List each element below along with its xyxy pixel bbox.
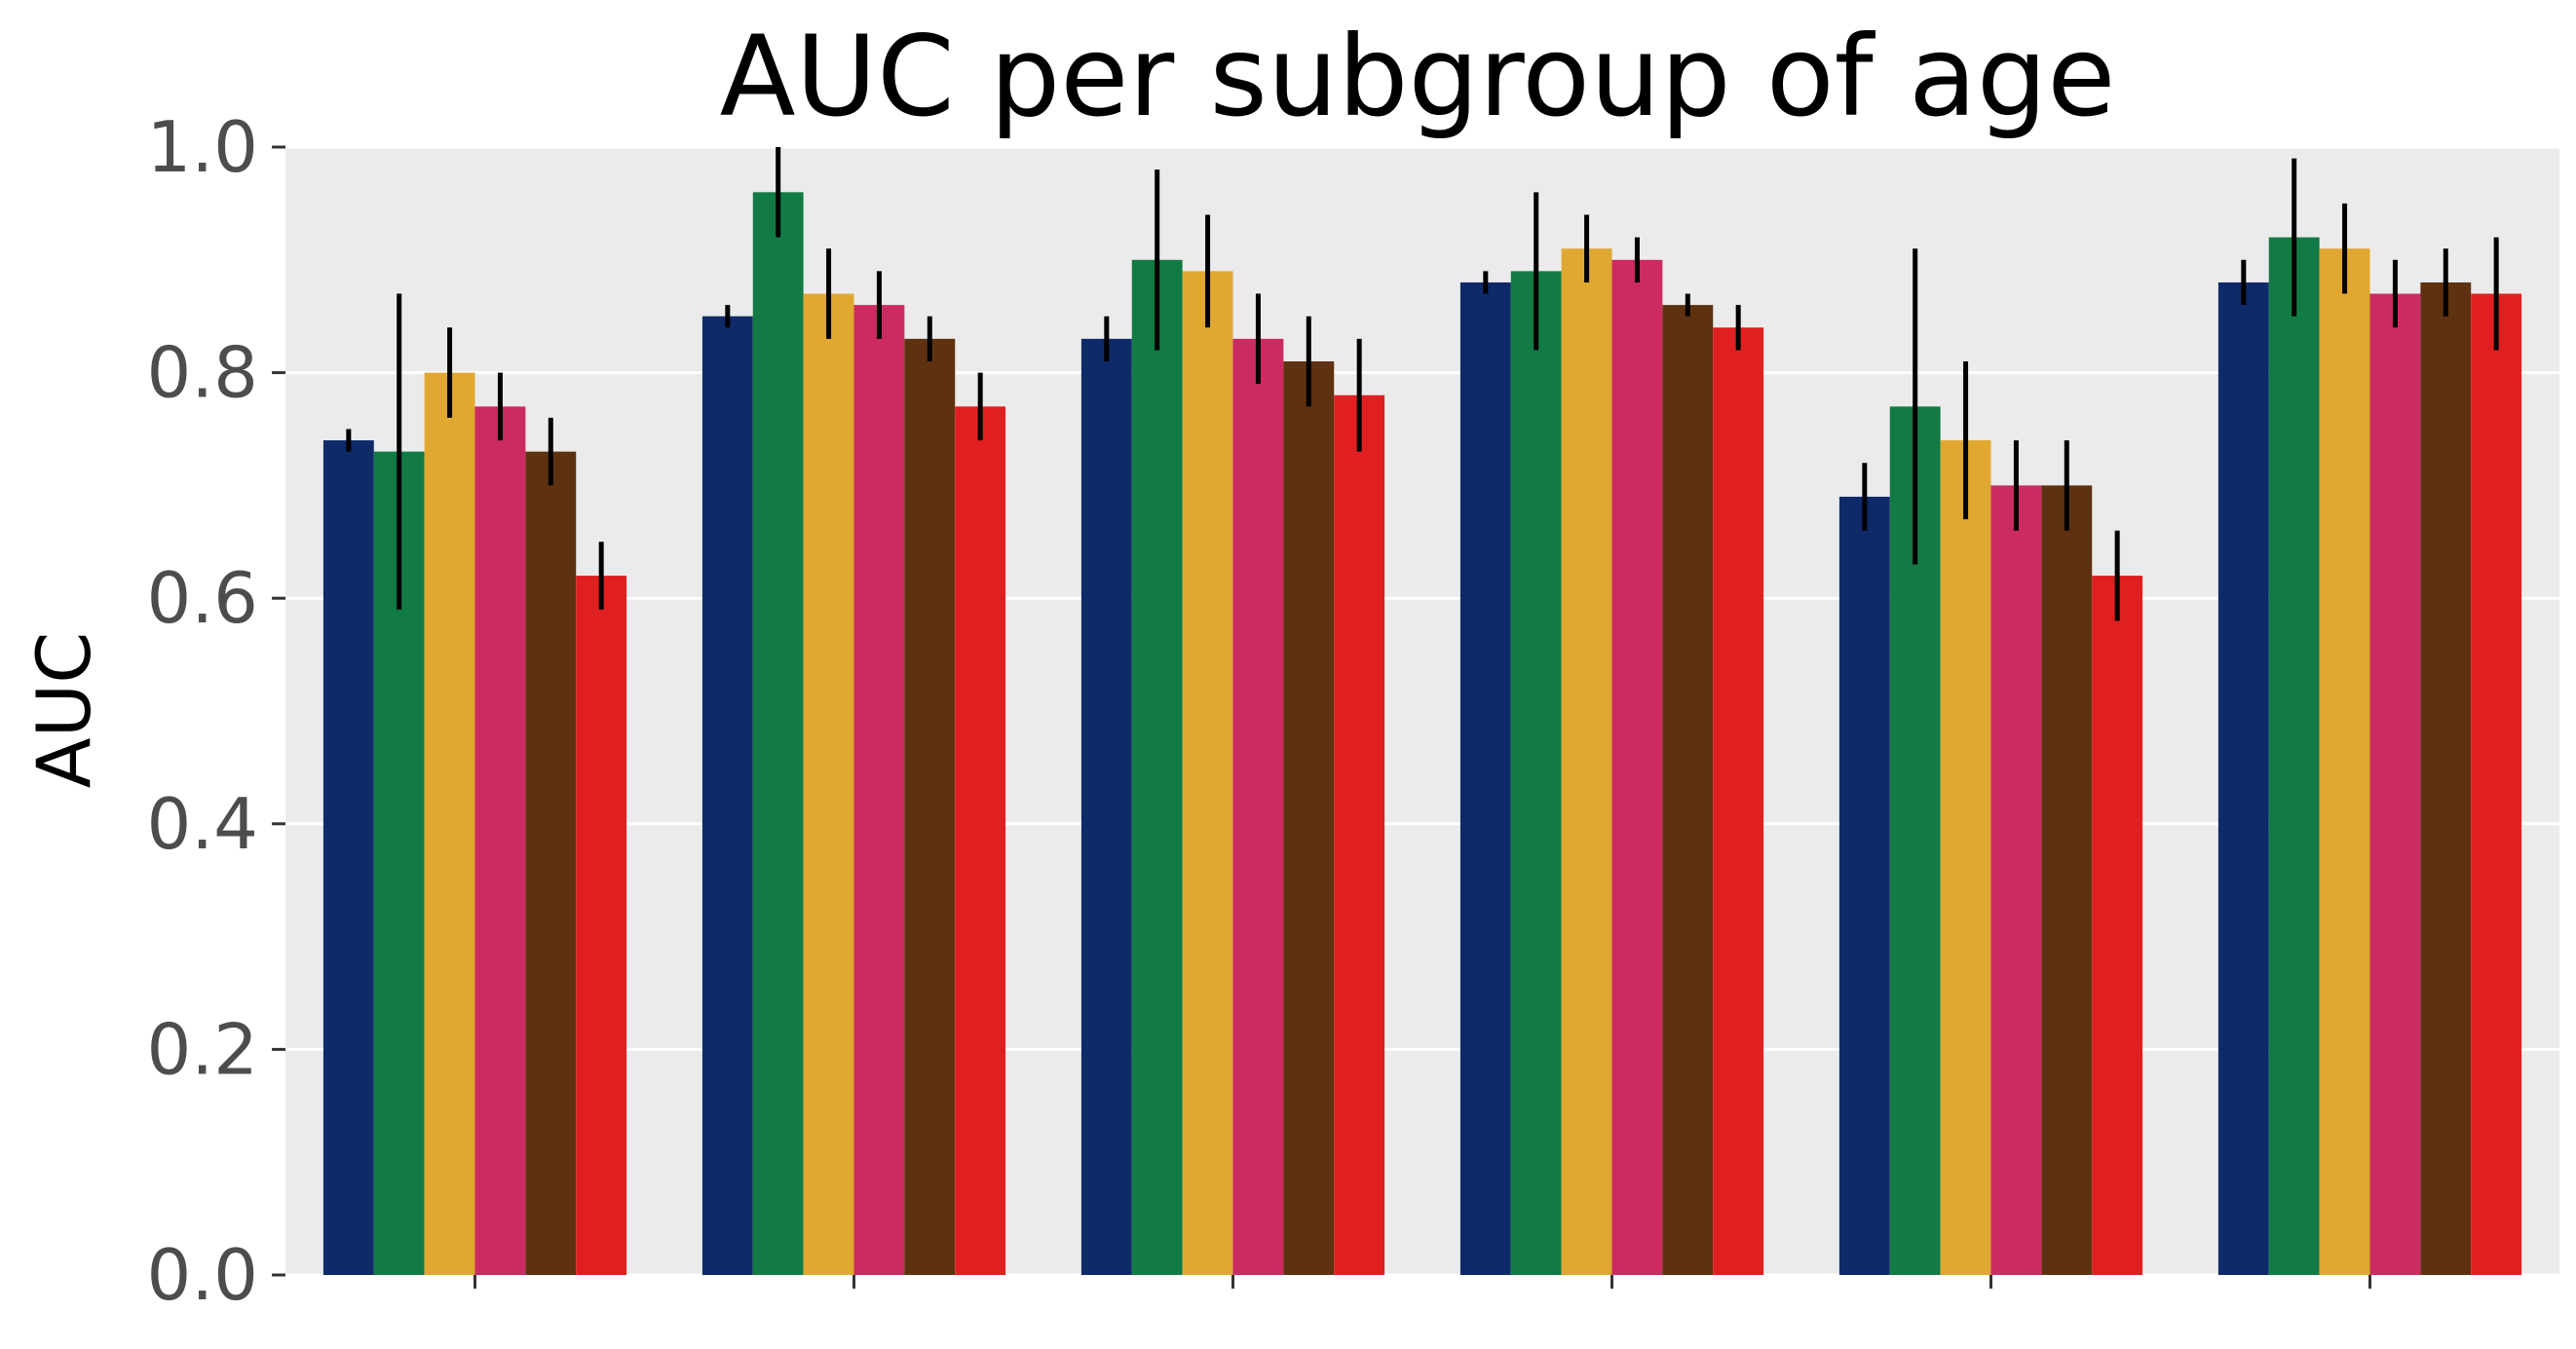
bar [2319,248,2370,1276]
bar [955,406,1006,1276]
bar [2369,293,2421,1275]
chart-title: AUC per subgroup of age [720,12,2116,141]
error-bars [346,147,2499,621]
bar [2092,576,2143,1275]
bar [1131,259,1183,1275]
bar [2217,281,2269,1276]
bar [1334,394,1385,1275]
bar [1182,271,1233,1275]
bar [424,372,475,1276]
x-axis [474,1275,2371,1289]
bar [1838,496,1890,1276]
bar [853,305,905,1275]
y-tick-label: 0.2 [146,1008,258,1090]
bar [1232,338,1284,1275]
bar [1940,440,1991,1276]
grid-lines [285,145,2559,1277]
bar [701,316,753,1275]
bar [525,451,577,1275]
bar [2268,237,2320,1275]
bar [474,406,526,1276]
bar [1611,259,1663,1275]
bar [2471,293,2522,1275]
bar [1080,338,1132,1275]
y-tick-label: 0.6 [146,557,258,639]
bar [1713,327,1764,1275]
plot-background [285,147,2559,1275]
bar [2041,485,2093,1275]
bar [1283,361,1335,1275]
bar [1510,271,1562,1275]
bar [1662,305,1714,1275]
y-axis: 0.0 0.2 0.4 0.6 0.8 1.0 [146,106,285,1316]
bar [904,338,956,1275]
bar [1459,281,1511,1276]
bar [1990,485,2042,1275]
bar [2420,281,2472,1276]
y-tick-label: 0.8 [146,332,258,414]
bar [752,192,804,1275]
bar [322,440,374,1276]
y-tick-label: 0.4 [146,783,258,865]
bar [576,576,627,1275]
bars [322,192,2522,1276]
y-axis-label: AUC [20,632,107,789]
bar [803,293,854,1275]
y-tick-label: 1.0 [146,106,258,188]
y-tick-label: 0.0 [146,1234,258,1316]
bar [1561,248,1612,1276]
